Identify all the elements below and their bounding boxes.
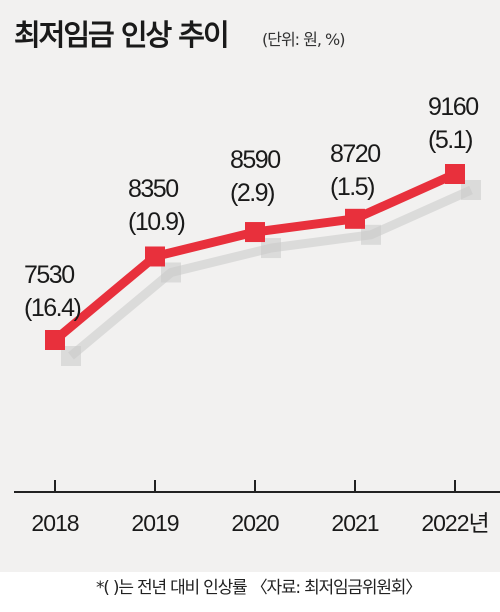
footnote-area	[0, 572, 500, 612]
value-label: 8350	[128, 175, 178, 203]
rate-label: (2.9)	[230, 179, 274, 207]
chart-title: 최저임금 인상 추이	[14, 18, 230, 52]
x-tick-label: 2020	[231, 510, 278, 536]
chart-unit: (단위: 원, %)	[262, 30, 345, 49]
data-point-shadow	[361, 224, 381, 245]
value-label: 8720	[330, 140, 380, 168]
rate-label: (1.5)	[330, 173, 374, 201]
data-point-shadow	[261, 238, 281, 259]
x-tick-label: 2018	[31, 510, 78, 536]
data-point-shadow	[461, 180, 481, 200]
value-label: 9160	[428, 93, 478, 121]
data-point-shadow	[61, 346, 81, 366]
value-label: 7530	[24, 261, 74, 289]
data-point-2022년	[445, 164, 465, 184]
x-tick-label: 2021	[331, 510, 378, 536]
rate-label: (10.9)	[128, 208, 184, 236]
data-point-2021	[345, 208, 365, 229]
rate-label: (16.4)	[24, 294, 80, 322]
footnote-text: *( )는 전년 대비 인상률 〈자료: 최저임금위원회〉	[96, 578, 422, 598]
data-point-shadow	[161, 262, 181, 283]
data-point-2019	[145, 246, 165, 267]
value-label: 8590	[230, 146, 280, 174]
data-point-2018	[45, 330, 65, 350]
rate-label: (5.1)	[428, 126, 472, 154]
data-point-2020	[245, 222, 265, 243]
x-tick-label: 2019	[131, 510, 178, 536]
x-tick-label: 2022년	[421, 510, 488, 536]
